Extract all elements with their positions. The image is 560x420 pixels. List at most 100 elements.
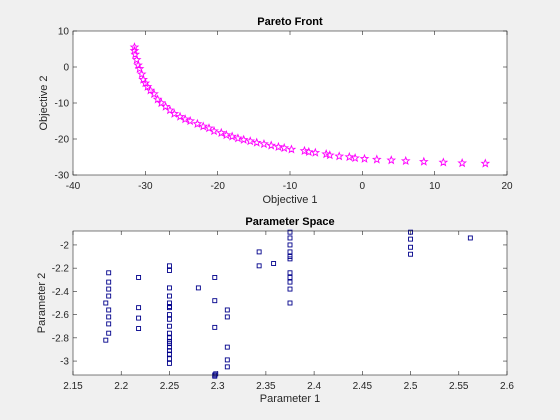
pareto-point xyxy=(169,108,180,118)
y-tick-label: -2.8 xyxy=(52,333,70,344)
parameter-point xyxy=(287,254,293,259)
parameter-point xyxy=(106,286,112,292)
parameter-point xyxy=(106,279,112,285)
parameter-point xyxy=(166,285,172,291)
y-tick-label: -2.2 xyxy=(52,264,70,275)
pareto-axes-box xyxy=(72,30,508,176)
parameter-point xyxy=(166,335,172,341)
parameter-point xyxy=(195,285,201,291)
parameter-point xyxy=(224,364,230,370)
parameter-point xyxy=(136,315,142,321)
pareto-point xyxy=(418,156,429,166)
pareto-point xyxy=(233,133,243,143)
parameter-point xyxy=(106,321,112,327)
pareto-point xyxy=(259,138,269,149)
pareto-point xyxy=(371,154,382,164)
y-tick-label: -2 xyxy=(60,240,69,251)
pareto-point xyxy=(480,158,491,168)
pareto-point xyxy=(400,155,411,166)
pareto-point xyxy=(216,127,227,137)
pareto-point xyxy=(245,136,256,146)
parameter-point xyxy=(166,360,172,366)
pareto-point xyxy=(273,141,284,152)
pareto-point xyxy=(324,150,335,160)
pareto-point xyxy=(175,111,185,121)
parameter-points xyxy=(103,229,473,379)
parameter-point xyxy=(166,356,172,362)
y-tick-label: -3 xyxy=(60,357,69,368)
x-tick-label: -20 xyxy=(210,181,225,192)
pareto-point xyxy=(152,94,163,104)
parameter-point xyxy=(224,307,230,313)
pareto-point xyxy=(142,81,153,91)
parameter-point xyxy=(136,275,142,280)
parameter-point xyxy=(287,300,293,306)
parameter-point xyxy=(166,351,172,357)
parameter-point xyxy=(166,293,172,299)
x-tick-label: 2.55 xyxy=(449,381,469,392)
pareto-point xyxy=(136,69,147,79)
parameter-point xyxy=(166,344,172,350)
x-tick-label: -30 xyxy=(138,181,153,192)
x-tick-label: 2.35 xyxy=(256,381,276,392)
x-tick-label: 2.45 xyxy=(353,381,373,392)
pareto-point xyxy=(133,60,143,70)
parameter-point xyxy=(106,293,112,299)
pareto-point xyxy=(209,125,219,136)
pareto-point xyxy=(149,88,159,99)
parameter-point xyxy=(408,244,414,250)
x-tick-label: 2.5 xyxy=(404,381,418,392)
pareto-point xyxy=(185,115,196,126)
y-tick-label: 10 xyxy=(58,27,70,38)
x-tick-label: 10 xyxy=(429,181,441,192)
parameter-point xyxy=(224,314,230,320)
parameter-ticks: 2.15 2.2 2.25 2.3 2.35 2.4 2.45 2.5 2.55 2.6 -3 -2.… xyxy=(52,231,514,392)
parameter-point xyxy=(136,305,142,311)
x-tick-label: 2.2 xyxy=(114,381,128,392)
parameter-point xyxy=(212,275,218,280)
pareto-point xyxy=(438,157,449,167)
pareto-point xyxy=(140,78,151,88)
pareto-point xyxy=(359,153,370,163)
pareto-plot-area xyxy=(73,31,507,175)
parameter-point xyxy=(212,298,218,304)
pareto-point xyxy=(198,121,209,131)
pareto-point xyxy=(129,42,140,52)
parameter-space-axes: Parameter Space Parameter 1 Parameter 2 … xyxy=(36,216,514,405)
pareto-point xyxy=(251,137,262,147)
parameter-point xyxy=(166,341,172,347)
parameter-point xyxy=(408,229,414,235)
pareto-point xyxy=(160,101,171,111)
pareto-point xyxy=(138,74,149,84)
pareto-point xyxy=(279,142,290,153)
x-tick-label: -10 xyxy=(283,181,298,192)
parameter-point xyxy=(106,270,112,276)
parameter-point xyxy=(106,330,112,336)
pareto-point xyxy=(165,105,175,115)
x-tick-label: 2.4 xyxy=(307,381,321,392)
y-tick-label: -2.6 xyxy=(52,310,70,321)
pareto-front-axes: Pareto Front Objective 1 Objective 2 -40… xyxy=(38,16,513,206)
parameter-point xyxy=(166,312,172,318)
y-tick-label: -2.4 xyxy=(52,287,70,298)
pareto-point xyxy=(457,158,467,168)
parameter-point xyxy=(467,235,473,241)
pareto-point xyxy=(204,123,214,133)
x-tick-label: 2.15 xyxy=(63,381,83,392)
parameter-point xyxy=(256,263,262,269)
pareto-y-axis-label: Objective 2 xyxy=(38,75,50,130)
parameter-point xyxy=(213,371,219,377)
parameter-point xyxy=(287,286,293,292)
x-tick-label: 2.6 xyxy=(500,381,514,392)
pareto-point xyxy=(156,97,167,108)
pareto-point xyxy=(130,49,141,59)
parameter-point xyxy=(166,268,172,273)
x-tick-label: 0 xyxy=(360,181,366,192)
pareto-x-axis-label: Objective 1 xyxy=(262,194,317,206)
parameter-point xyxy=(166,348,172,354)
parameter-point xyxy=(136,326,142,331)
parameter-point xyxy=(287,235,293,241)
parameter-point xyxy=(271,261,277,266)
